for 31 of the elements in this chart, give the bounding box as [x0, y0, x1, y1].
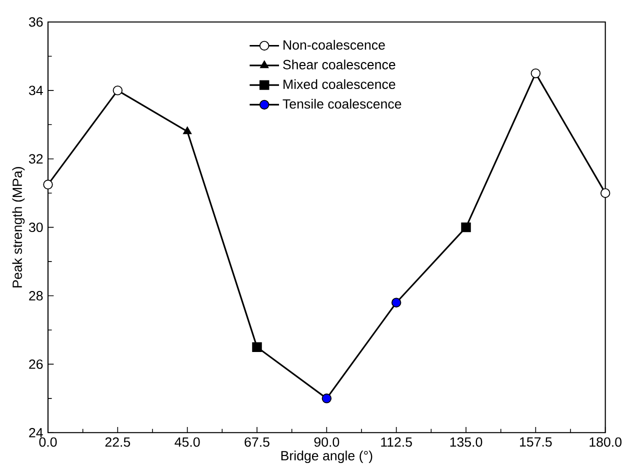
- x-tick-label: 135.0: [450, 437, 482, 447]
- point: [252, 342, 262, 352]
- x-tick-label: 45.0: [174, 437, 200, 447]
- point: [183, 126, 192, 134]
- legend-label: Non-coalescence: [284, 40, 385, 50]
- x-tick-label: 22.5: [105, 437, 130, 447]
- y-tick-label: 34: [28, 86, 43, 96]
- legend-label: Shear coalescence: [283, 60, 396, 70]
- y-tick-label: 28: [29, 291, 43, 300]
- y-tick-label: 24: [29, 428, 43, 438]
- legend-label: Mixed coalescence: [284, 79, 396, 90]
- legend-label: Tensile coalescence: [282, 98, 402, 109]
- point: [600, 188, 610, 198]
- point: [112, 86, 123, 96]
- y-tick-label: 32: [28, 154, 43, 164]
- x-tick-label: 90.0: [314, 437, 340, 447]
- point: [391, 298, 402, 308]
- x-axis-title: Bridge angle (°): [281, 450, 372, 464]
- y-tick-label: 30: [28, 222, 43, 232]
- x-tick-label: 0.0: [39, 437, 57, 447]
- y-axis-title: Peak strength (MPa): [12, 167, 25, 288]
- x-tick-label: 112.5: [381, 437, 412, 447]
- x-tick-label: 67.5: [244, 437, 270, 447]
- y-tick-label: 36: [28, 17, 43, 27]
- x-tick-label: 180.0: [590, 437, 622, 447]
- point: [322, 394, 332, 404]
- point: [43, 180, 53, 190]
- x-tick-label: 157.5: [520, 437, 552, 447]
- y-tick-label: 26: [29, 359, 43, 369]
- point: [461, 222, 471, 232]
- point: [530, 68, 541, 78]
